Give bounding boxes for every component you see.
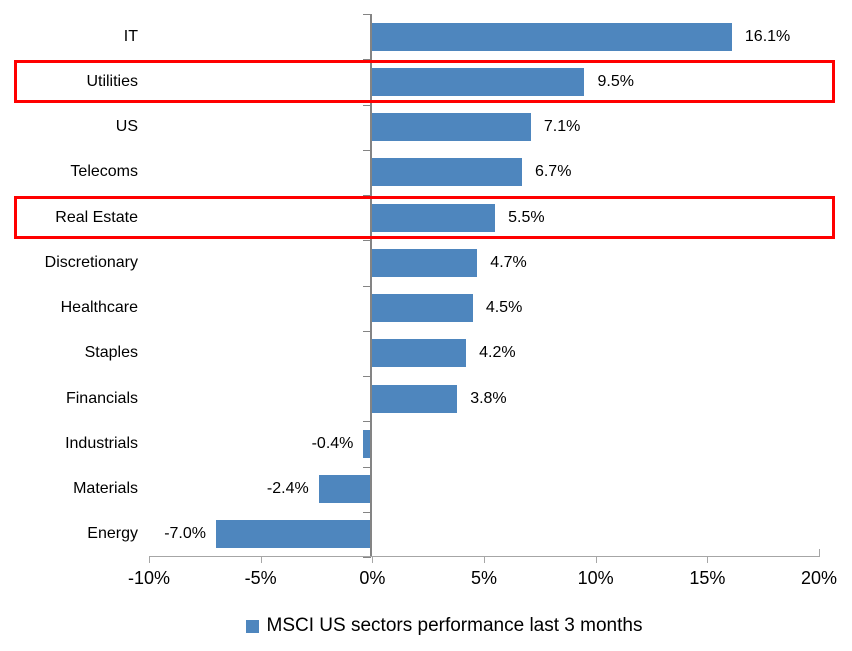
x-axis-tick (484, 557, 485, 563)
x-axis-tick (372, 557, 374, 563)
category-label-utilities: Utilities (86, 72, 138, 90)
category-axis-tick (363, 330, 371, 332)
category-axis-tick (363, 240, 371, 242)
legend: MSCI US sectors performance last 3 month… (18, 615, 852, 637)
legend-label: MSCI US sectors performance last 3 month… (266, 615, 643, 636)
category-label-healthcare: Healthcare (60, 299, 138, 317)
x-axis-tick (595, 557, 597, 563)
highlight-box-utilities (14, 60, 835, 104)
data-label-real-estate: 5.5% (508, 208, 545, 226)
bar-energy (216, 520, 373, 549)
x-axis-tick-label: -10% (127, 568, 171, 588)
bar-utilities (372, 67, 585, 96)
bar-discretionary (372, 248, 478, 277)
category-label-industrials: Industrials (65, 434, 138, 452)
x-axis-tick-label: 10% (577, 568, 614, 588)
x-axis-tick (707, 557, 709, 563)
category-axis-line (370, 14, 372, 557)
x-axis-tick-label: 0% (359, 568, 386, 588)
data-label-it: 16.1% (744, 27, 791, 45)
category-label-financials: Financials (65, 389, 138, 407)
bar-real-estate (372, 203, 496, 232)
x-axis-tick (819, 549, 820, 557)
bar-it (372, 22, 732, 51)
category-axis-tick (363, 466, 371, 468)
category-label-staples: Staples (84, 344, 138, 362)
data-label-energy: -7.0% (164, 525, 206, 543)
category-axis-tick (363, 557, 371, 558)
category-label-materials: Materials (73, 480, 138, 498)
category-axis-tick (363, 421, 371, 423)
bar-staples (372, 339, 467, 368)
bar-telecoms (372, 158, 522, 187)
bar-industrials (363, 429, 373, 458)
x-axis-tick-label: 5% (470, 568, 498, 588)
category-axis-tick (363, 376, 371, 377)
data-label-financials: 3.8% (470, 389, 507, 407)
category-axis-tick (363, 59, 371, 61)
data-label-healthcare: 4.5% (485, 299, 523, 317)
category-axis-tick (363, 149, 371, 151)
x-axis-tick-label: -5% (244, 568, 277, 588)
x-axis-line (149, 556, 820, 557)
category-axis-tick (363, 285, 371, 287)
bar-us (372, 113, 531, 142)
category-axis-tick (363, 195, 371, 196)
bar-materials (318, 475, 373, 504)
category-axis-tick (363, 511, 371, 513)
highlight-box-real-estate (14, 196, 835, 239)
category-axis-tick (363, 14, 371, 15)
category-label-it: IT (123, 27, 138, 45)
legend-marker-square (245, 619, 259, 633)
x-axis-tick-label: 20% (800, 568, 838, 588)
bar-financials (372, 384, 458, 413)
category-label-real-estate: Real Estate (55, 208, 138, 226)
data-label-utilities: 9.5% (597, 72, 634, 90)
x-axis-tick (260, 557, 262, 563)
category-label-discretionary: Discretionary (44, 253, 138, 271)
data-label-telecoms: 6.7% (534, 163, 572, 181)
bar-healthcare (372, 294, 473, 323)
category-axis-tick (363, 104, 371, 106)
x-axis-tick (149, 557, 150, 563)
data-label-materials: -2.4% (266, 480, 309, 498)
category-label-us: US (115, 118, 138, 136)
category-label-energy: Energy (87, 525, 138, 543)
data-label-industrials: -0.4% (311, 434, 354, 452)
data-label-staples: 4.2% (479, 344, 516, 362)
data-label-us: 7.1% (543, 118, 581, 136)
data-label-discretionary: 4.7% (490, 253, 527, 271)
category-label-telecoms: Telecoms (70, 163, 138, 181)
x-axis-tick-label: 15% (689, 568, 726, 588)
